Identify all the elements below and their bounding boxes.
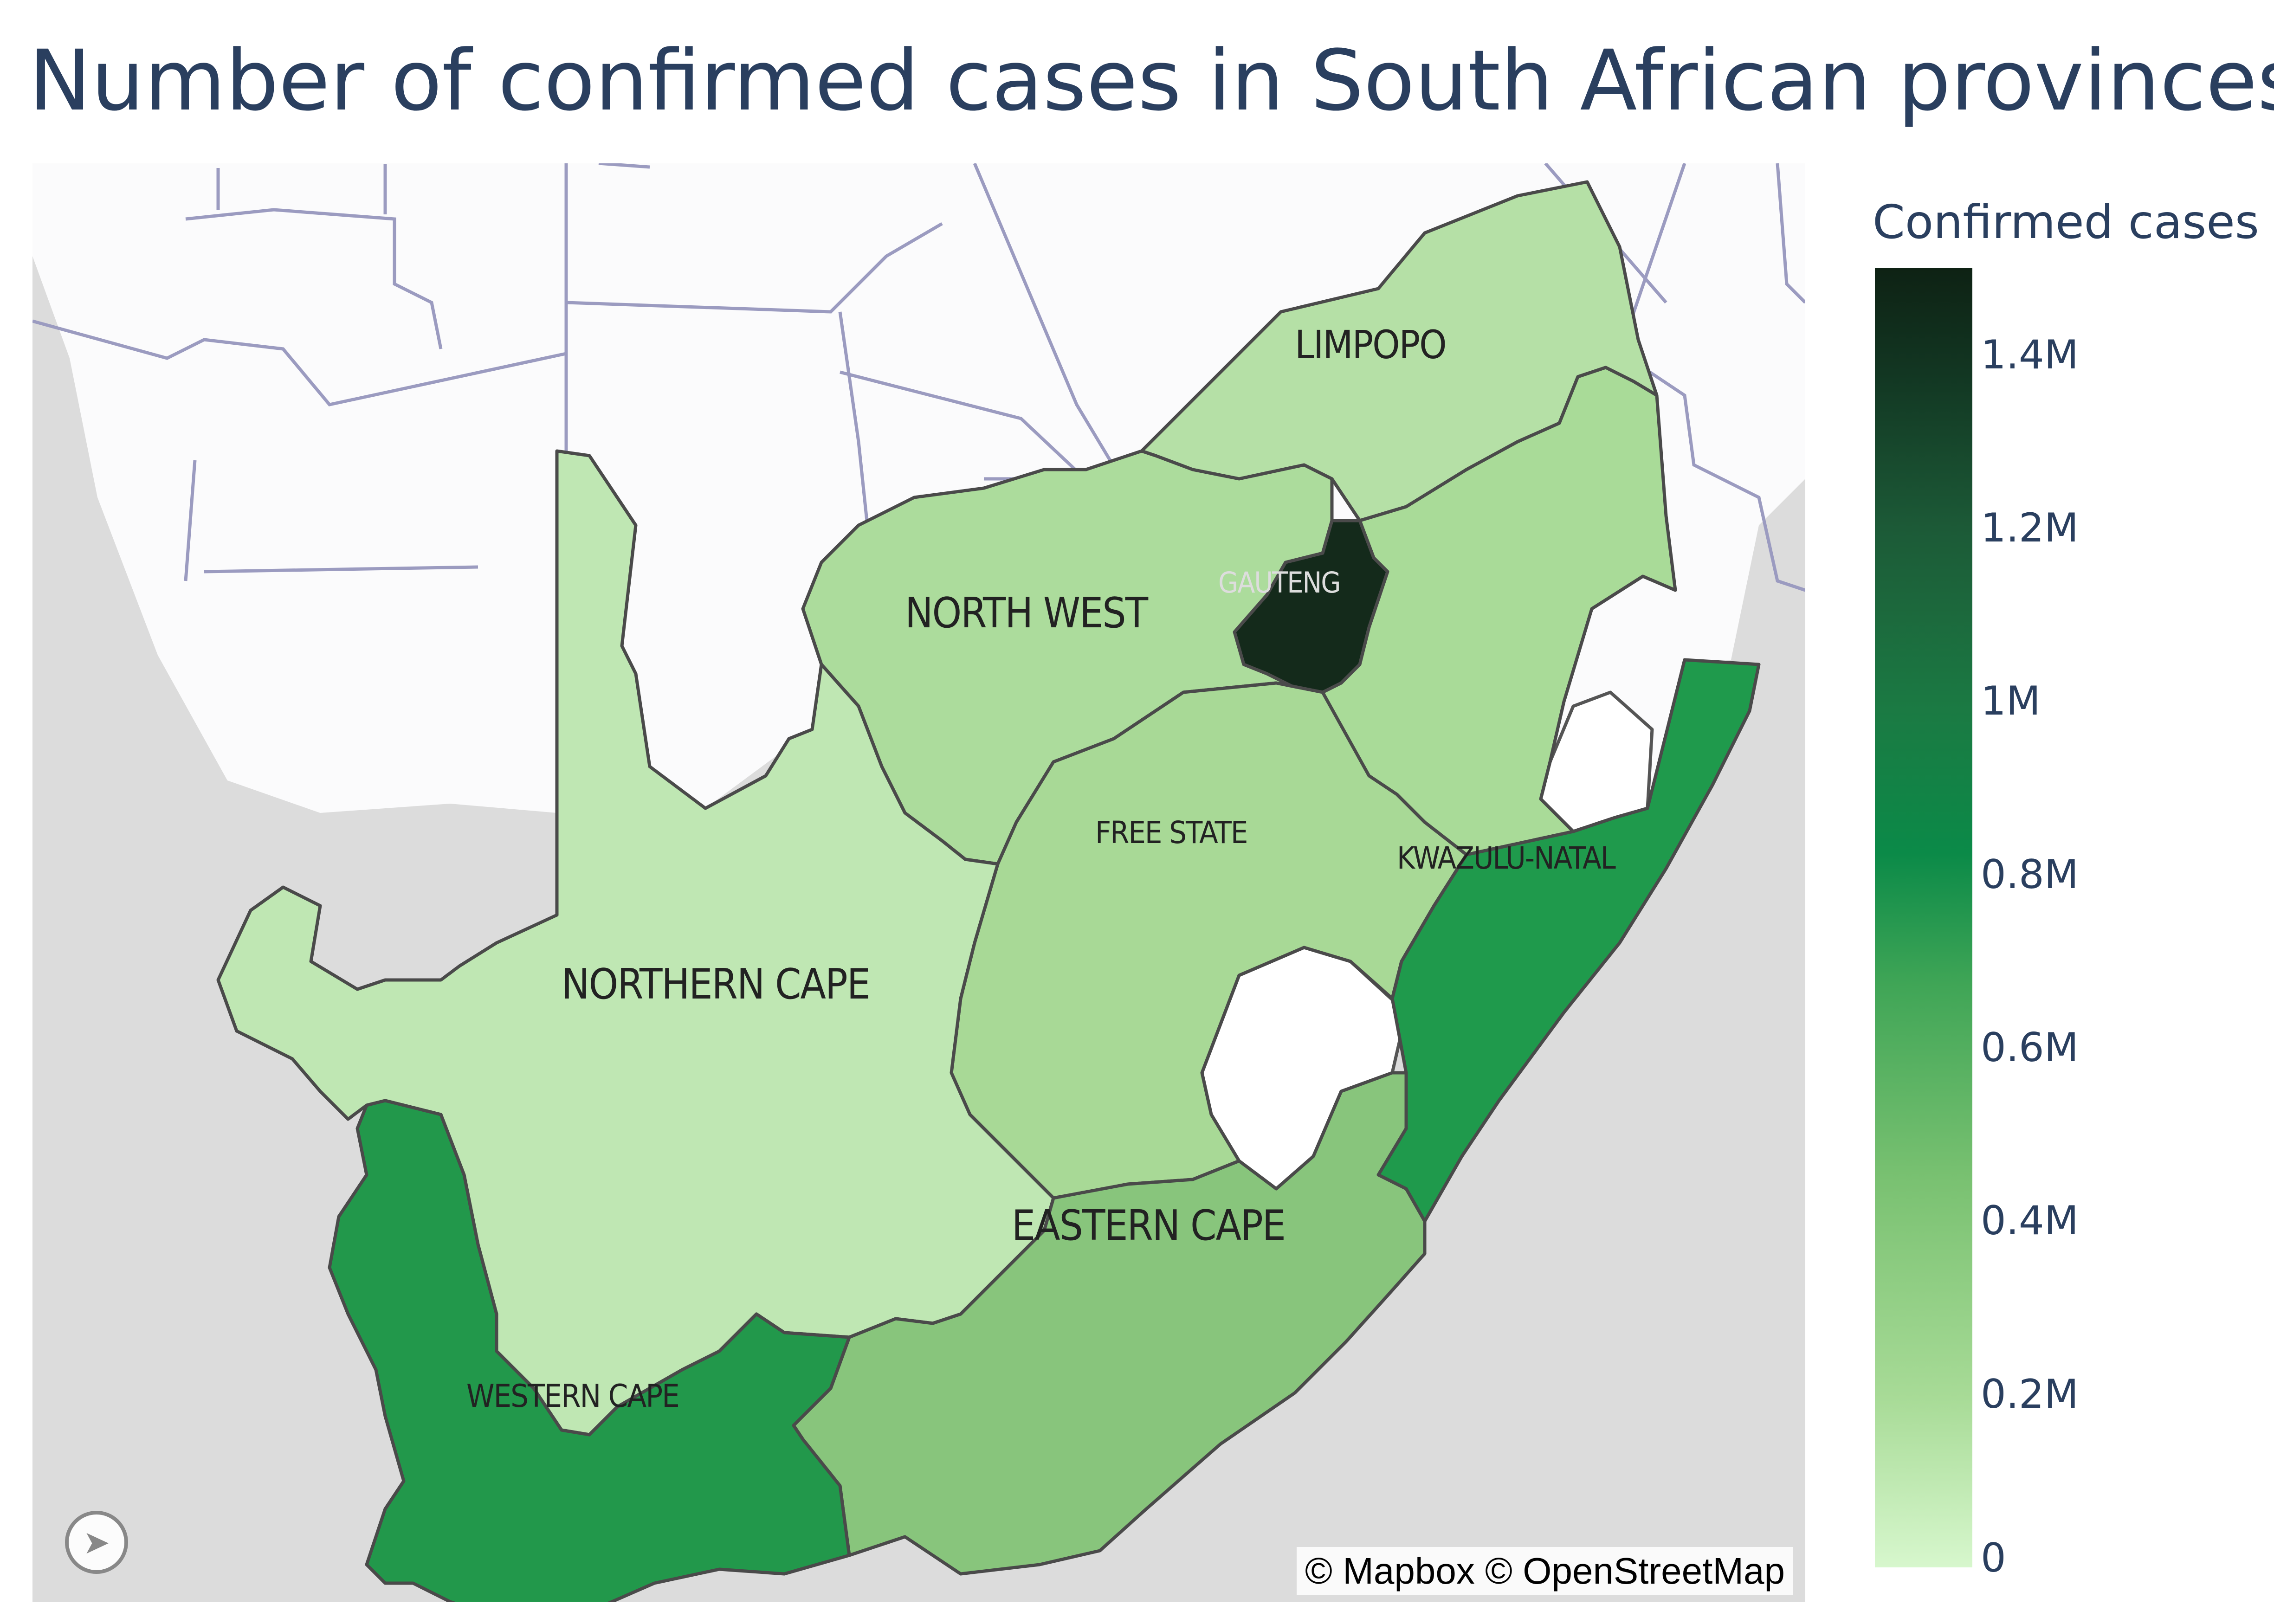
province-kwazulu-natal[interactable] xyxy=(1376,658,1761,1223)
colorbar-tick: 0.2M xyxy=(1981,1371,2079,1418)
label-eastern-cape: EASTERN CAPE xyxy=(1012,1201,1285,1250)
mapbox-logo-icon: ➤ xyxy=(83,1523,110,1561)
colorbar xyxy=(1875,268,1972,1567)
colorbar-tick: 1M xyxy=(1981,678,2041,725)
label-gauteng: GAUTENG xyxy=(1218,566,1340,599)
provinces[interactable] xyxy=(216,180,1761,1602)
label-free-state: FREE STATE xyxy=(1095,815,1247,851)
colorbar-title: Confirmed cases xyxy=(1873,195,2259,249)
map-viewport[interactable]: LIMPOPO NORTH WEST GAUTENG FREE STATE KW… xyxy=(32,163,1805,1602)
map-canvas[interactable]: LIMPOPO NORTH WEST GAUTENG FREE STATE KW… xyxy=(32,163,1805,1602)
colorbar-tick: 0 xyxy=(1981,1535,2006,1581)
colorbar-tick: 1.4M xyxy=(1981,331,2079,378)
label-north-west: NORTH WEST xyxy=(905,589,1149,638)
colorbar-tick: 0.4M xyxy=(1981,1198,2079,1244)
province-eastern-cape[interactable] xyxy=(792,1071,1427,1576)
map-attribution[interactable]: © Mapbox © OpenStreetMap xyxy=(1297,1547,1793,1595)
colorbar-tick: 0.6M xyxy=(1981,1025,2079,1071)
label-kwazulu-natal: KWAZULU-NATAL xyxy=(1397,840,1616,876)
label-northern-cape: NORTHERN CAPE xyxy=(562,960,870,1009)
label-limpopo: LIMPOPO xyxy=(1295,322,1446,367)
mapbox-logo[interactable]: ➤ xyxy=(65,1511,128,1574)
province-labels: LIMPOPO NORTH WEST GAUTENG FREE STATE KW… xyxy=(466,322,1617,1415)
label-western-cape: WESTERN CAPE xyxy=(466,1378,679,1415)
province-western-cape[interactable] xyxy=(328,1099,851,1602)
colorbar-tick: 0.8M xyxy=(1981,851,2079,898)
colorbar-tick: 1.2M xyxy=(1981,505,2079,551)
chart-title: Number of confirmed cases in South Afric… xyxy=(29,32,2274,129)
